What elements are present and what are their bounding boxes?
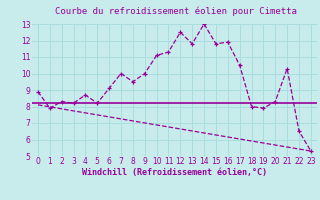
X-axis label: Windchill (Refroidissement éolien,°C): Windchill (Refroidissement éolien,°C) bbox=[82, 168, 267, 177]
Text: Courbe du refroidissement éolien pour Cimetta: Courbe du refroidissement éolien pour Ci… bbox=[55, 6, 297, 16]
